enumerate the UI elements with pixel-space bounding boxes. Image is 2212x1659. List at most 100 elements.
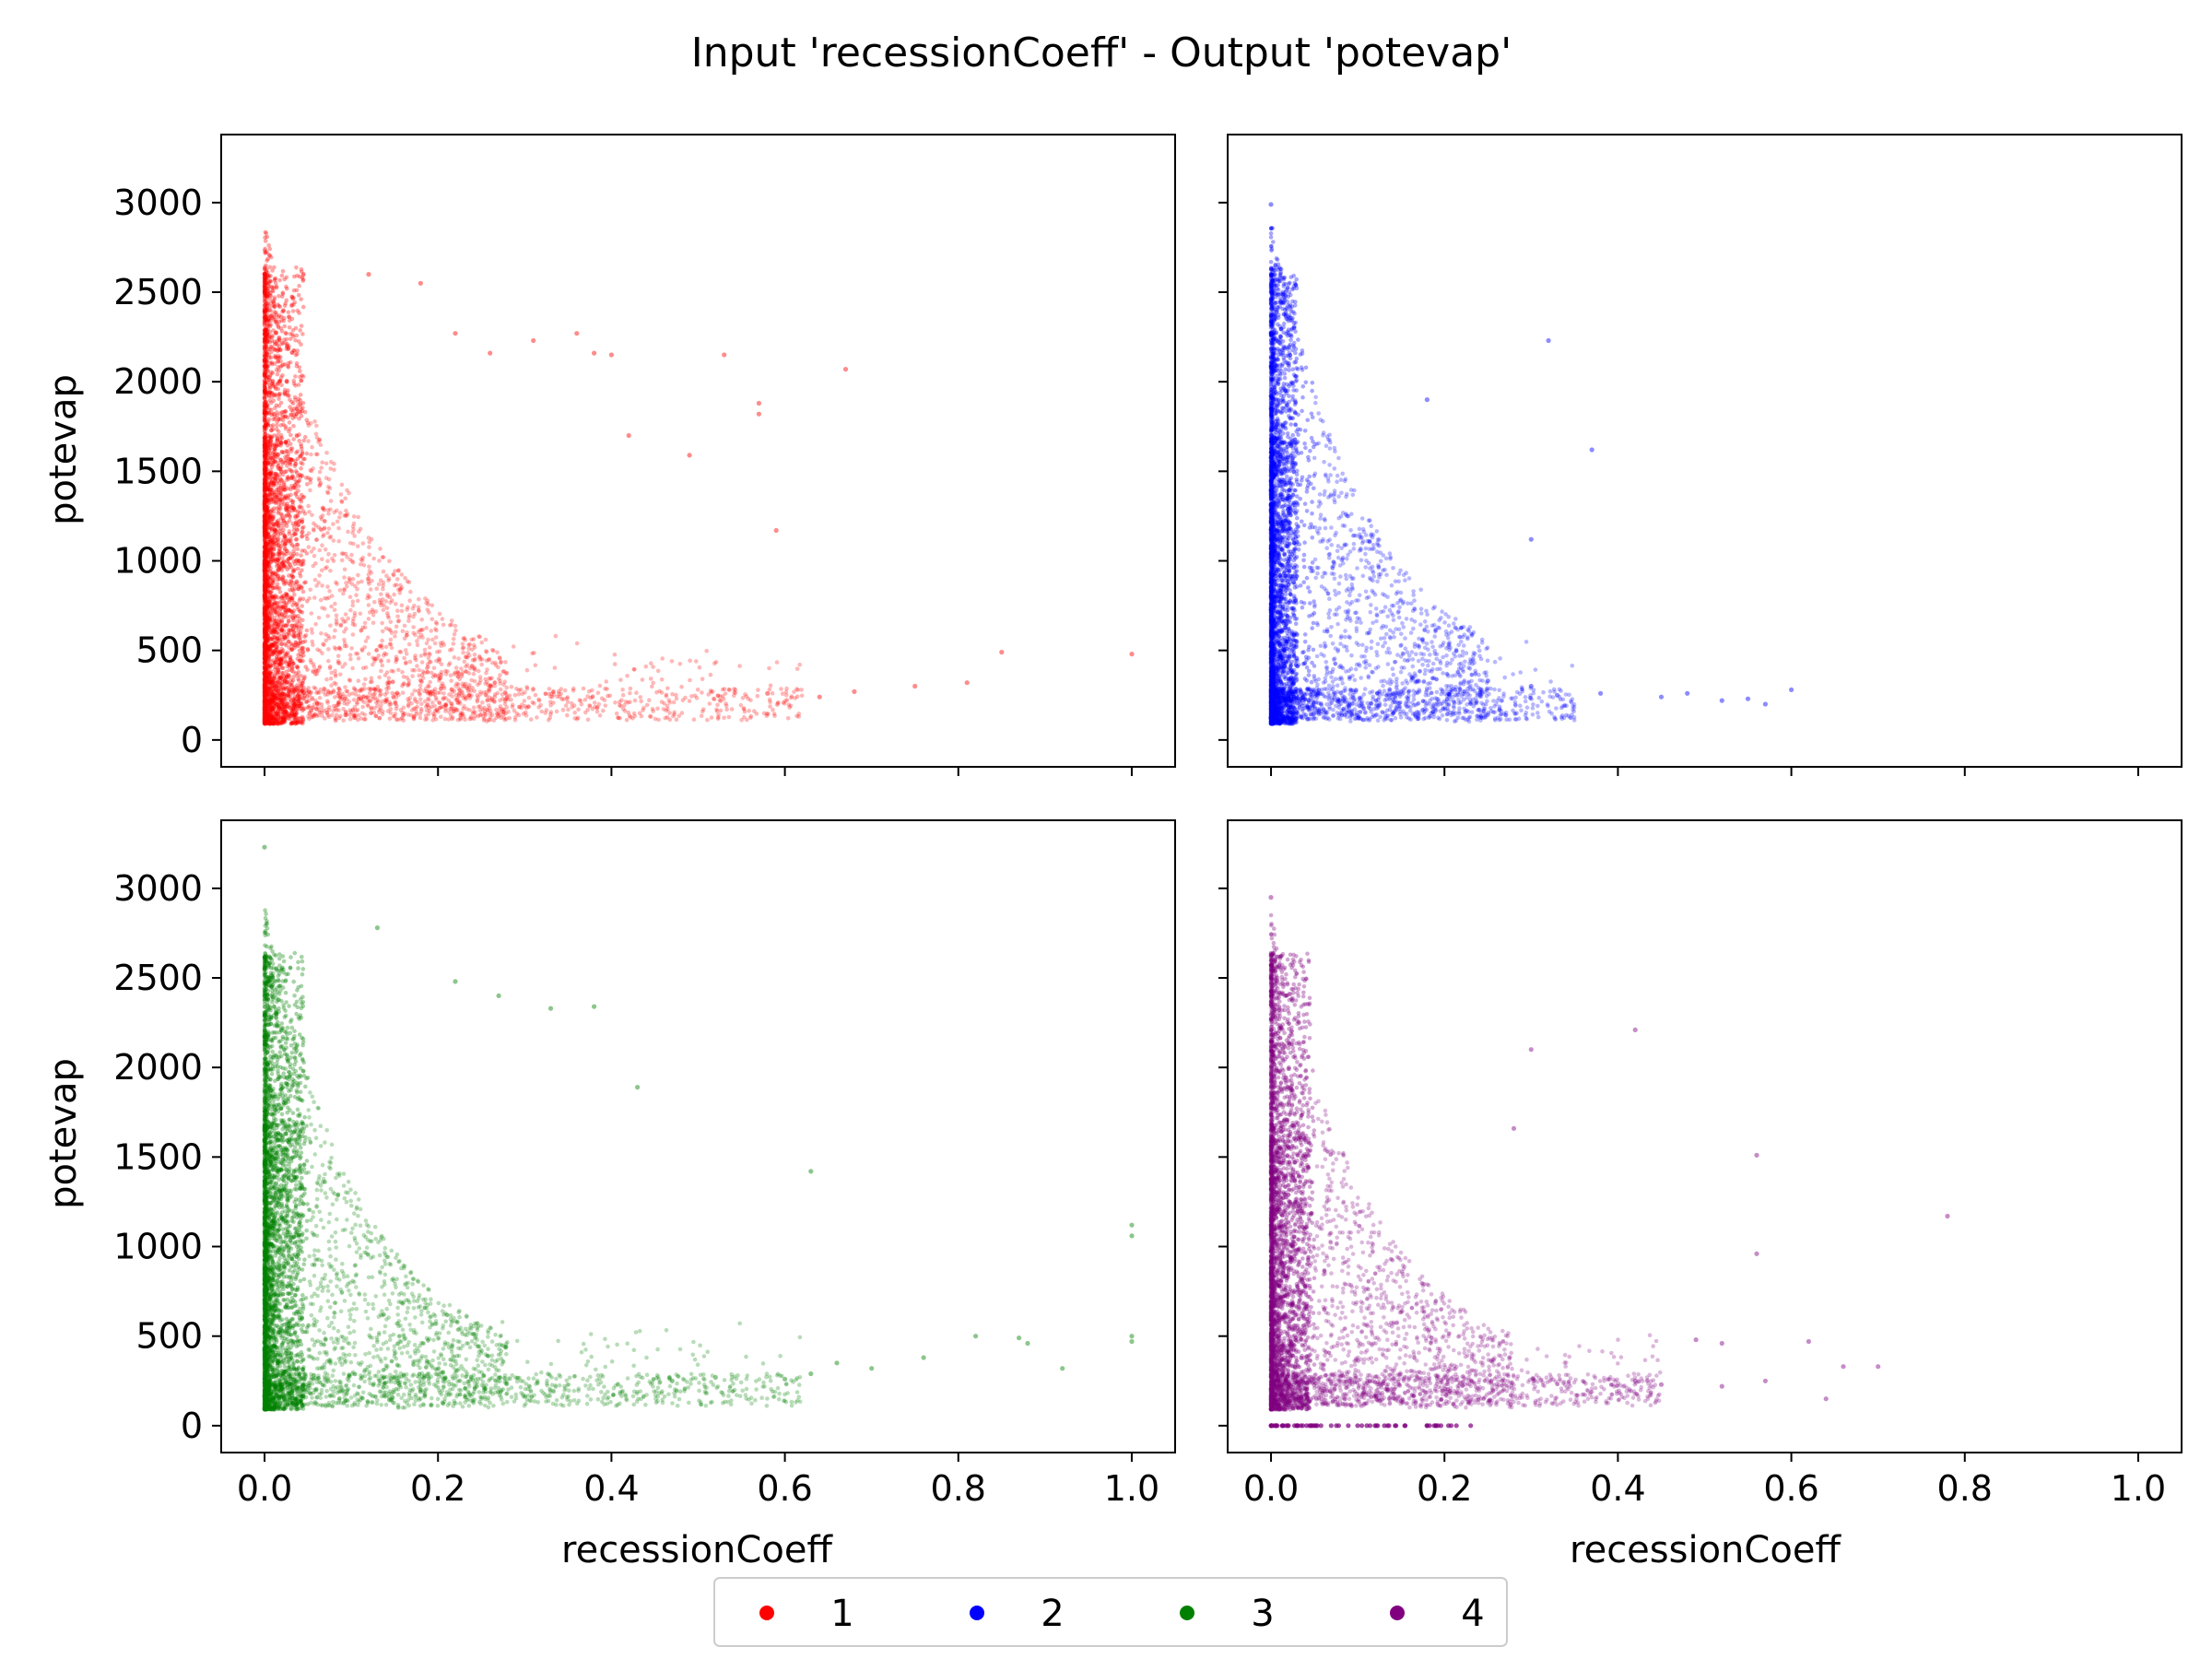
data-point <box>288 360 293 365</box>
data-point <box>273 634 277 640</box>
data-point <box>366 593 371 598</box>
data-point <box>263 461 267 465</box>
data-point <box>416 688 420 693</box>
data-point <box>285 593 289 598</box>
data-point <box>266 718 272 724</box>
data-point <box>262 442 267 448</box>
data-point <box>269 394 275 399</box>
data-point <box>330 556 335 561</box>
data-point <box>356 656 361 661</box>
data-point <box>437 672 442 677</box>
data-point <box>300 680 305 686</box>
data-point <box>266 721 272 726</box>
data-point <box>284 614 289 619</box>
data-point <box>296 584 301 589</box>
data-point <box>276 356 280 360</box>
data-point <box>262 577 267 582</box>
data-point <box>306 705 311 710</box>
data-point <box>299 342 303 347</box>
data-point <box>298 583 302 588</box>
data-point <box>274 702 279 708</box>
data-point <box>265 317 270 322</box>
data-point <box>488 711 492 716</box>
data-point <box>296 653 300 657</box>
data-point <box>427 698 431 702</box>
data-point <box>322 526 326 531</box>
data-point <box>339 482 345 488</box>
data-point <box>262 721 267 725</box>
data-point <box>324 451 329 455</box>
data-point <box>271 300 276 305</box>
data-point <box>379 691 383 697</box>
data-point <box>265 433 271 438</box>
data-point <box>425 702 429 708</box>
data-point <box>299 701 304 706</box>
data-point <box>262 549 267 555</box>
data-point <box>582 697 588 702</box>
data-point <box>347 577 352 582</box>
data-point <box>350 599 356 604</box>
data-point <box>320 513 325 518</box>
data-point <box>263 621 267 627</box>
data-point <box>297 598 302 603</box>
data-point <box>343 710 348 715</box>
data-point <box>477 634 482 640</box>
data-point <box>286 310 291 315</box>
data-point <box>276 392 281 397</box>
data-point <box>470 657 476 663</box>
data-point <box>262 344 267 349</box>
data-point <box>264 716 268 722</box>
data-point <box>274 403 279 408</box>
data-point <box>792 689 796 694</box>
data-point <box>459 666 464 671</box>
data-point <box>264 552 268 558</box>
data-point <box>396 618 402 623</box>
data-point <box>265 688 271 693</box>
data-point <box>291 559 297 564</box>
data-point <box>283 542 288 547</box>
data-point <box>708 688 713 693</box>
data-point <box>347 716 353 722</box>
data-point <box>275 557 280 561</box>
data-point <box>314 690 319 695</box>
data-point <box>616 715 620 721</box>
data-point <box>262 390 267 394</box>
data-point <box>275 705 279 711</box>
data-point <box>271 482 276 487</box>
data-point <box>265 511 271 516</box>
data-point <box>265 646 269 651</box>
data-point <box>407 613 412 618</box>
data-point <box>275 652 280 656</box>
data-point <box>289 302 295 308</box>
data-point <box>266 603 272 607</box>
data-point <box>618 703 623 709</box>
data-point <box>419 618 425 622</box>
data-point <box>306 423 312 428</box>
data-point <box>298 393 303 397</box>
data-point <box>264 584 269 589</box>
data-point <box>319 705 324 711</box>
data-point <box>477 680 482 686</box>
data-point <box>274 644 279 650</box>
data-point <box>306 439 311 443</box>
data-point <box>651 680 655 686</box>
data-point <box>366 579 371 584</box>
data-point <box>263 409 268 414</box>
data-point <box>324 638 329 643</box>
data-point <box>293 715 299 720</box>
data-point <box>290 502 296 508</box>
data-point <box>419 660 425 665</box>
data-point <box>427 645 432 650</box>
data-point <box>280 291 286 297</box>
data-point <box>267 698 273 702</box>
data-point <box>317 665 322 670</box>
data-point <box>288 476 294 480</box>
data-point <box>271 382 276 388</box>
data-point <box>262 276 267 280</box>
data-point <box>295 547 300 552</box>
data-point <box>274 606 279 610</box>
data-point <box>270 380 276 384</box>
data-point <box>263 511 267 516</box>
data-point <box>265 349 269 354</box>
data-point <box>282 600 287 606</box>
